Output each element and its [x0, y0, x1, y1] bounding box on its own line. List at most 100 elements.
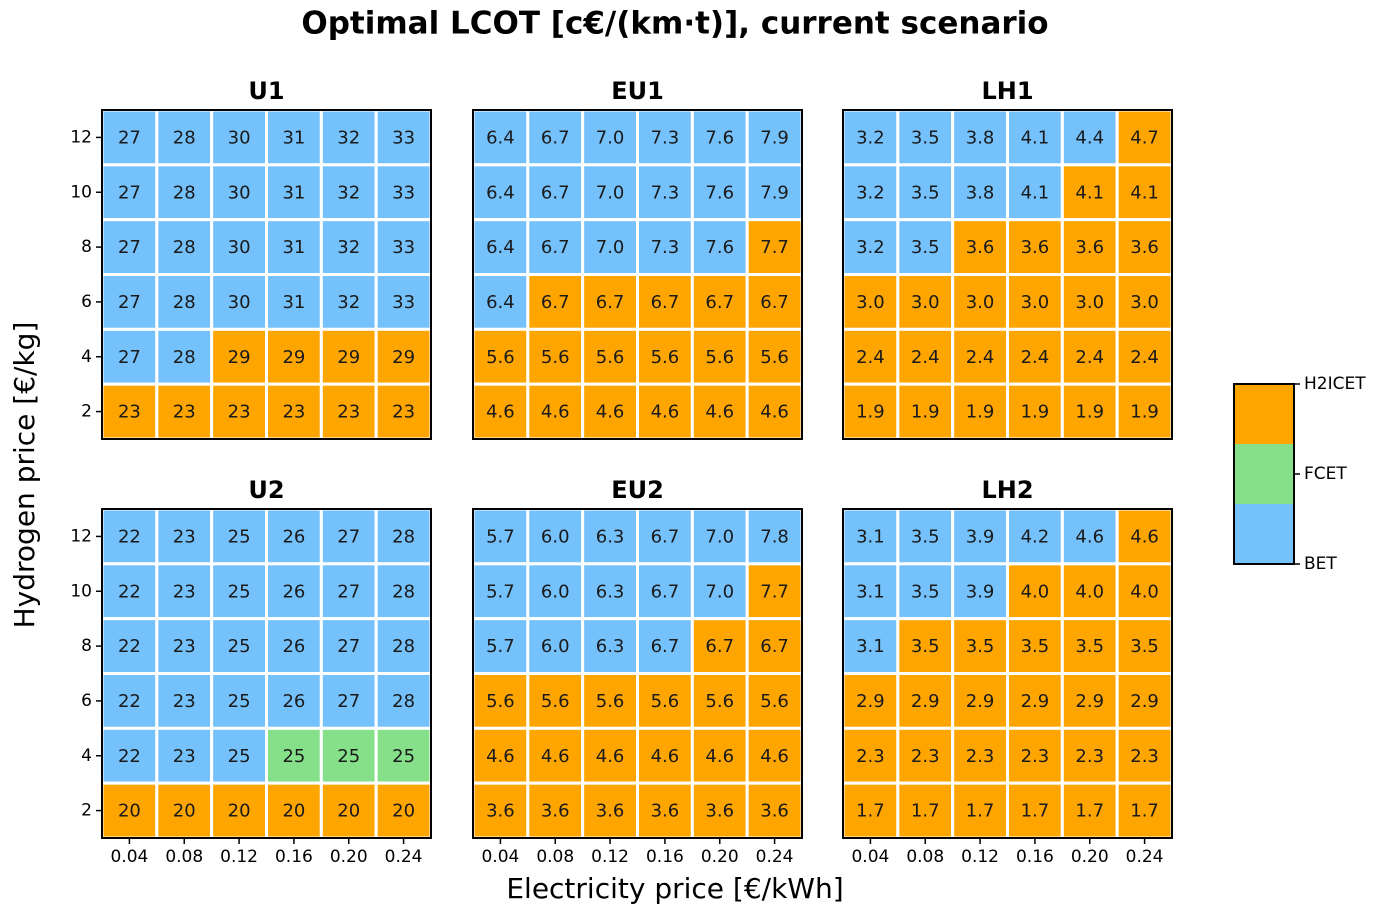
cell-label: 2.9	[1021, 691, 1050, 712]
cell-label: 3.5	[1075, 636, 1104, 657]
cell-label: 23	[282, 402, 305, 423]
cell-label: 3.0	[1130, 292, 1159, 313]
cell-label: 25	[228, 581, 251, 602]
cell-label: 20	[118, 801, 141, 822]
heat-cell	[471, 218, 530, 277]
cell-label: 23	[173, 581, 196, 602]
heat-cell	[841, 507, 900, 566]
x-tick-label: 0.20	[701, 847, 739, 867]
heat-cell	[1006, 617, 1064, 676]
cell-label: 1.9	[1021, 402, 1050, 423]
cell-label: 27	[337, 526, 360, 547]
cell-label: 4.6	[760, 402, 789, 423]
cell-label: 6.3	[596, 526, 625, 547]
cell-label: 5.6	[760, 691, 789, 712]
heat-cell	[690, 163, 749, 222]
cell-label: 26	[282, 526, 305, 547]
cell-label: 4.1	[1075, 182, 1104, 203]
heat-cell	[690, 273, 749, 331]
cell-label: 3.0	[856, 292, 885, 313]
cell-label: 3.2	[856, 127, 885, 148]
cell-label: 4.6	[651, 746, 680, 767]
cell-label: 6.7	[541, 237, 570, 258]
cell-label: 23	[173, 746, 196, 767]
cell-label: 3.6	[541, 801, 570, 822]
cell-label: 27	[118, 292, 141, 313]
heat-cell	[265, 163, 323, 222]
heat-cell	[1006, 273, 1064, 331]
cell-label: 28	[173, 292, 196, 313]
cell-label: 6.7	[705, 292, 734, 313]
cell-label: 1.9	[1075, 402, 1104, 423]
cell-label: 1.7	[911, 801, 940, 822]
cell-label: 1.7	[1075, 801, 1104, 822]
heat-cell	[951, 218, 1010, 277]
heat-cell	[896, 562, 955, 621]
heat-cell	[690, 562, 749, 621]
cell-label: 28	[173, 182, 196, 203]
heat-cell	[690, 726, 749, 785]
cell-label: 7.7	[760, 581, 789, 602]
y-tick-label: 6	[81, 691, 92, 711]
cell-label: 4.6	[1075, 526, 1104, 547]
cell-label: 25	[392, 746, 415, 767]
cell-label: 33	[392, 292, 415, 313]
heat-cell	[690, 507, 749, 566]
cell-label: 4.7	[1130, 127, 1159, 148]
cell-label: 7.9	[760, 182, 789, 203]
cell-label: 3.1	[856, 636, 885, 657]
heat-cell	[374, 507, 433, 566]
cell-label: 5.6	[760, 347, 789, 368]
cell-label: 6.4	[486, 237, 515, 258]
x-tick-label: 0.16	[275, 847, 313, 867]
cell-label: 5.6	[596, 347, 625, 368]
heat-cell	[1060, 327, 1119, 386]
cell-label: 7.0	[596, 237, 625, 258]
heat-cell	[265, 562, 323, 621]
cell-label: 7.0	[705, 581, 734, 602]
cell-label: 1.9	[966, 402, 995, 423]
cell-label: 7.8	[760, 526, 789, 547]
heat-cell	[745, 108, 804, 167]
heat-cell	[526, 781, 585, 840]
heat-cell	[581, 273, 640, 331]
cell-label: 25	[228, 636, 251, 657]
panel-frame	[472, 109, 803, 440]
cell-label: 2.4	[856, 347, 885, 368]
x-tick-label: 0.04	[481, 847, 519, 867]
heat-cell	[1115, 617, 1174, 676]
heat-cell	[265, 218, 323, 277]
legend-swatch	[1234, 504, 1294, 564]
cell-label: 6.7	[760, 292, 789, 313]
heat-cell	[841, 327, 900, 386]
heat-cell	[1115, 781, 1174, 840]
cell-label: 6.4	[486, 182, 515, 203]
cell-label: 5.6	[486, 347, 515, 368]
y-tick-label: 4	[81, 746, 92, 766]
y-tick-label: 12	[70, 127, 92, 147]
cell-label: 28	[173, 237, 196, 258]
cell-label: 20	[173, 801, 196, 822]
heat-cell	[155, 163, 214, 222]
cell-label: 3.8	[966, 127, 995, 148]
cell-label: 3.5	[911, 581, 940, 602]
panel-title: EU2	[611, 476, 664, 504]
panel-frame	[101, 109, 432, 440]
cell-label: 7.3	[651, 127, 680, 148]
cell-label: 6.7	[705, 636, 734, 657]
cell-label: 30	[228, 182, 251, 203]
heat-cell	[581, 327, 640, 386]
heat-cell	[526, 108, 585, 167]
cell-label: 2.4	[966, 347, 995, 368]
cell-label: 7.6	[705, 127, 734, 148]
heat-cell	[1060, 218, 1119, 277]
cell-label: 20	[337, 801, 360, 822]
panel-title: EU1	[611, 77, 664, 105]
y-tick-label: 8	[81, 237, 92, 257]
cell-label: 3.6	[705, 801, 734, 822]
panel-frame	[472, 508, 803, 839]
cell-label: 29	[392, 347, 415, 368]
cell-label: 3.6	[1130, 237, 1159, 258]
cell-label: 4.6	[541, 746, 570, 767]
cell-label: 3.1	[856, 581, 885, 602]
